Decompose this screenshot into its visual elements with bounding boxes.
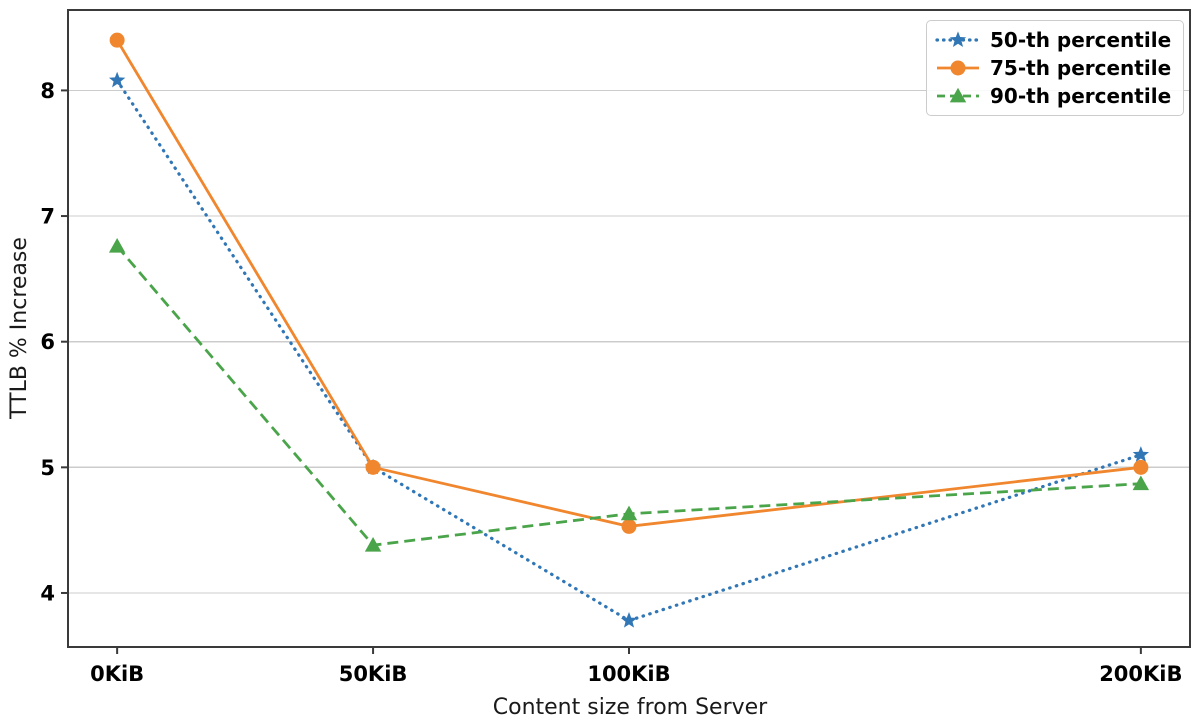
y-tick-label: 6: [40, 330, 55, 354]
y-tick-label: 7: [40, 205, 55, 229]
tick-labels: 0KiB 50KiB 100KiB 200KiB 4 5 6 7 8: [40, 79, 1182, 686]
series-line: [115, 78, 1143, 623]
series-line: [115, 39, 1142, 528]
gridlines: [68, 89, 1190, 594]
data-series-layer: [108, 32, 1150, 628]
data-point-triangle: [620, 505, 638, 521]
data-point-star: [620, 612, 638, 628]
legend-triangle-up-icon: [937, 87, 979, 103]
x-tick-label: 100KiB: [587, 662, 670, 686]
data-point-circle: [109, 32, 125, 48]
legend-item: 90-th percentile: [935, 82, 1175, 110]
x-tick-label: 0KiB: [90, 662, 144, 686]
series-90-th-percentile: [108, 238, 1150, 552]
x-tick-label: 200KiB: [1099, 662, 1182, 686]
data-point-circle: [365, 459, 381, 475]
data-point-star: [949, 31, 967, 47]
x-tick-label: 50KiB: [339, 662, 408, 686]
legend-label: 75-th percentile: [990, 56, 1172, 80]
y-tick-label: 8: [40, 79, 55, 103]
axes-layer: [61, 9, 1191, 654]
y-tick-label: 5: [40, 456, 55, 480]
y-tick-label: 4: [40, 581, 55, 605]
data-point-star: [1132, 446, 1150, 462]
legend-label: 50-th percentile: [990, 28, 1172, 52]
data-point-triangle: [108, 238, 126, 253]
legend-star-icon: [935, 31, 981, 47]
series-line: [116, 245, 1141, 547]
legend: 50-th percentile 75-th percentile 90-th pe…: [926, 20, 1184, 116]
data-point-triangle: [364, 537, 382, 552]
data-point-triangle: [949, 87, 967, 103]
legend-circle-icon: [937, 60, 979, 76]
legend-item: 50-th percentile: [935, 26, 1175, 54]
data-point-star: [108, 71, 126, 88]
series-75-th-percentile: [109, 32, 1149, 534]
legend-item: 75-th percentile: [935, 54, 1175, 82]
data-point-circle: [1133, 459, 1149, 475]
legend-label: 90-th percentile: [990, 84, 1172, 108]
x-axis-label: Content size from Server: [493, 695, 768, 720]
data-point-triangle: [1132, 475, 1150, 491]
series-50-th-percentile: [108, 71, 1150, 628]
y-axis-label: TTLB % Increase: [7, 237, 32, 420]
data-point-circle: [950, 60, 966, 76]
data-point-circle: [621, 518, 637, 534]
